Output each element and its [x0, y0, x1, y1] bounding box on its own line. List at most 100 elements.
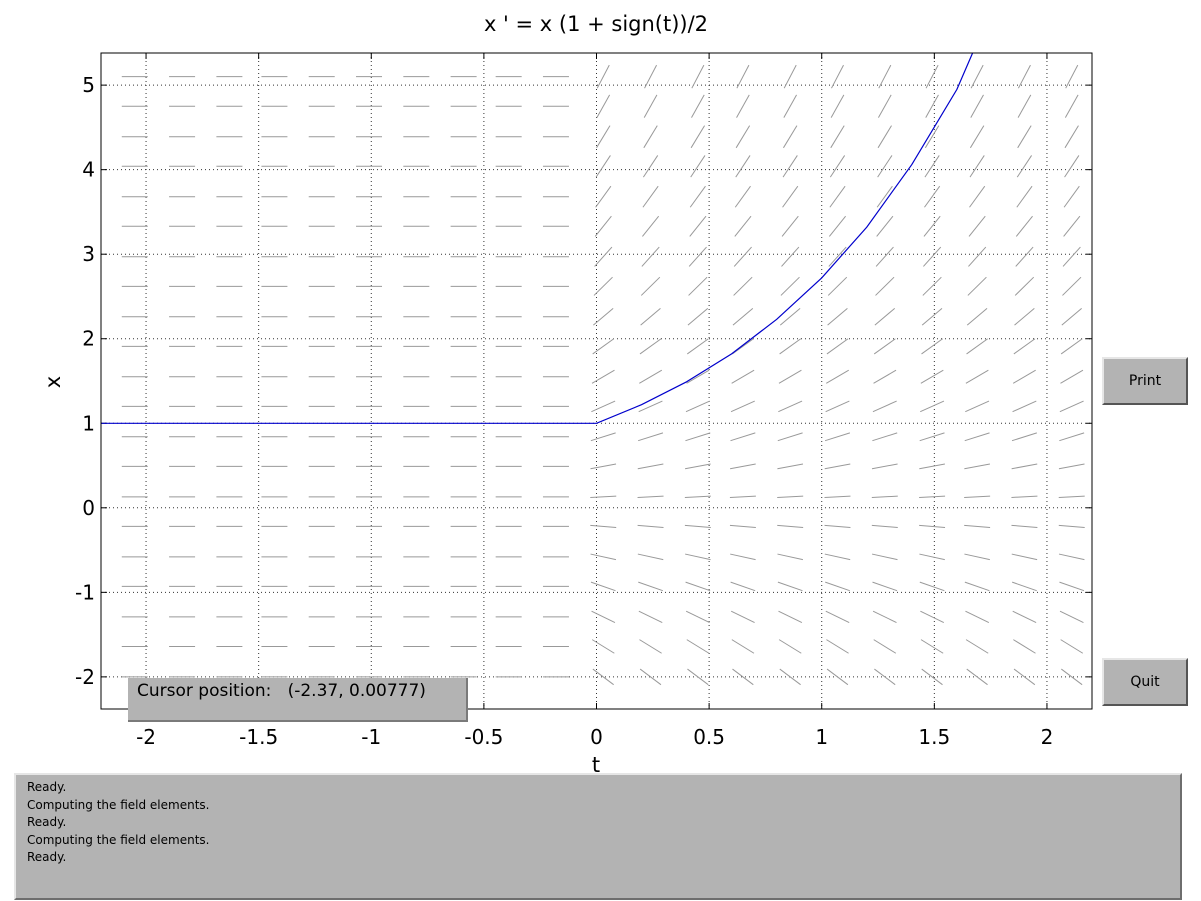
direction-field-segment: [1058, 524, 1085, 528]
direction-field-segment: [778, 400, 803, 413]
direction-field-segment: [968, 215, 986, 237]
direction-field-segment: [919, 581, 945, 592]
direction-field-segment: [684, 463, 711, 470]
direction-field-segment: [871, 463, 898, 470]
direction-field-segment: [830, 94, 845, 118]
direction-field-segment: [782, 185, 799, 208]
print-button[interactable]: Print: [1102, 357, 1188, 405]
direction-field-segment: [592, 668, 614, 686]
direction-field-segment: [686, 338, 709, 355]
direction-field-segment: [730, 610, 755, 623]
direction-field-segment: [825, 400, 850, 413]
direction-field-segment: [689, 185, 706, 208]
direction-field-segment: [826, 338, 849, 355]
direction-field-segment: [1061, 668, 1083, 686]
direction-field-segment: [877, 125, 892, 149]
direction-field-segment: [639, 369, 663, 384]
direction-field-segment: [731, 369, 755, 384]
direction-field-segment: [1017, 64, 1031, 89]
direction-field-segment: [924, 155, 940, 178]
direction-field-segment: [1011, 524, 1038, 528]
direction-field-segment: [596, 94, 611, 118]
direction-field-segment: [640, 307, 661, 326]
direction-field-segment: [828, 215, 847, 237]
direction-field-segment: [1013, 338, 1036, 355]
direction-field-segment: [594, 246, 613, 267]
direction-field-segment: [1065, 64, 1079, 89]
y-tick-label: -1: [75, 580, 95, 604]
direction-field-segment: [778, 369, 802, 384]
direction-field-segment: [924, 185, 941, 208]
direction-field-segment: [591, 400, 616, 413]
direction-field-segment: [643, 94, 658, 118]
y-tick-label: 3: [82, 242, 95, 266]
direction-field-segment: [830, 125, 845, 149]
direction-field-segment: [920, 610, 945, 623]
direction-field-segment: [733, 246, 752, 267]
x-axis-label: t: [592, 753, 600, 777]
direction-field-segment: [970, 64, 984, 89]
direction-field-segment: [688, 246, 707, 267]
x-tick-label: -1: [361, 725, 381, 749]
direction-field-segment: [876, 215, 894, 237]
direction-field-segment: [828, 246, 847, 267]
x-tick-label: 0: [590, 725, 603, 749]
direction-field-segment: [1014, 276, 1035, 296]
direction-field-segment: [827, 307, 848, 326]
direction-field-segment: [1062, 246, 1081, 267]
y-tick-label: 5: [82, 73, 95, 97]
direction-field-segment: [965, 400, 990, 413]
message-window: Ready. Computing the field elements. Rea…: [14, 773, 1182, 900]
direction-field-segment: [778, 639, 802, 654]
direction-field-segment: [684, 495, 711, 498]
direction-field-segment: [591, 639, 615, 654]
direction-field-segment: [638, 610, 663, 623]
direction-field-segment: [596, 64, 610, 89]
direction-field-segment: [874, 307, 896, 326]
direction-field-segment: [783, 125, 798, 149]
direction-field-segment: [964, 553, 990, 561]
direction-field-segment: [686, 639, 710, 654]
direction-field-segment: [690, 155, 706, 178]
direction-field-segment: [1011, 581, 1037, 592]
direction-field-segment: [1011, 553, 1038, 561]
direction-field-segment: [1059, 432, 1085, 442]
direction-field-segment: [735, 125, 751, 149]
direction-field-segment: [966, 338, 988, 355]
cursor-position-readout: Cursor position: (-2.37, 0.00777): [128, 678, 468, 722]
cursor-position-label: Cursor position:: [137, 681, 272, 701]
direction-field-segment: [732, 307, 754, 326]
direction-field-segment: [777, 581, 803, 592]
direction-field-segment: [1059, 400, 1084, 413]
direction-field-segment: [781, 215, 799, 237]
direction-field-segment: [873, 369, 897, 384]
direction-field-segment: [826, 668, 849, 686]
axes-frame: [100, 52, 1093, 710]
direction-field-segment: [872, 432, 898, 442]
direction-field-segment: [637, 553, 664, 561]
direction-field-segment: [595, 185, 612, 208]
direction-field-segment: [1062, 276, 1082, 296]
direction-field-segment: [964, 432, 990, 442]
direction-field-segment: [685, 581, 711, 592]
direction-field-segment: [637, 495, 664, 498]
direction-field-segment: [643, 125, 658, 149]
direction-field-segment: [919, 463, 945, 470]
direction-field-segment: [829, 185, 846, 208]
message-line: Computing the field elements.: [27, 797, 210, 812]
direction-field-segment: [685, 610, 710, 623]
direction-field-segment: [1064, 94, 1079, 118]
direction-field-segment: [826, 369, 849, 384]
message-line: Ready.: [27, 815, 67, 829]
direction-field-segment: [1061, 307, 1082, 326]
quit-button[interactable]: Quit: [1102, 658, 1188, 706]
direction-field-segment: [831, 64, 844, 89]
direction-field-segment: [689, 215, 707, 237]
direction-field-segment: [777, 463, 804, 470]
direction-field-segment: [964, 581, 990, 592]
direction-field-segment: [590, 553, 617, 561]
direction-field-segment: [590, 495, 617, 498]
direction-field-segment: [1017, 94, 1032, 118]
direction-field-segment: [969, 155, 985, 178]
